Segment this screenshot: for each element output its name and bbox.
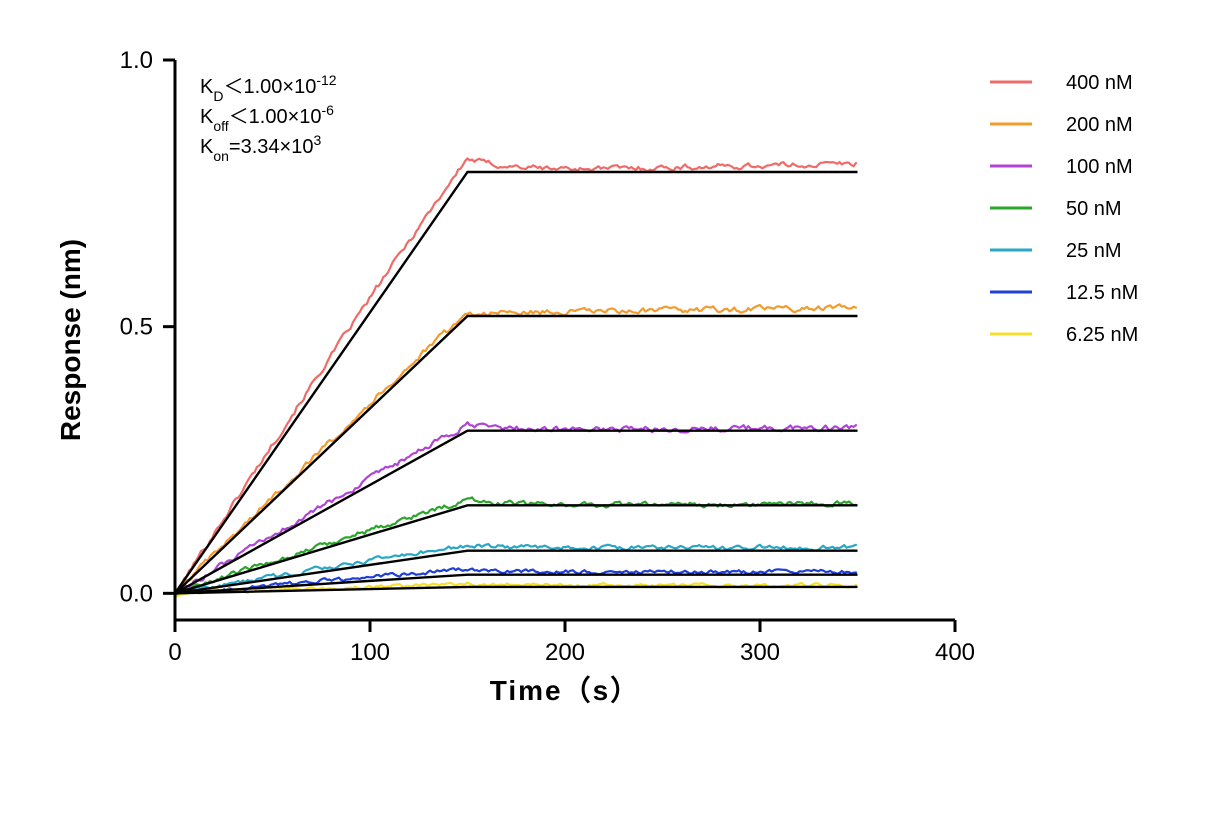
legend-label: 50 nM — [1066, 198, 1122, 220]
y-axis-label: Response (nm) — [55, 239, 86, 441]
legend-label: 200 nM — [1066, 114, 1133, 136]
x-tick-label: 100 — [350, 639, 390, 666]
x-tick-label: 200 — [545, 639, 585, 666]
x-axis-label: Time（s） — [490, 674, 640, 706]
legend-label: 12.5 nM — [1066, 282, 1138, 304]
x-tick-label: 300 — [740, 639, 780, 666]
chart-svg: 0 100 200 300 400 0.0 0.5 1.0 Time（s） Response (n… — [0, 0, 1218, 825]
y-tick-label: 0.5 — [120, 314, 153, 341]
x-tick-label: 400 — [935, 639, 975, 666]
kinetics-chart: 0 100 200 300 400 0.0 0.5 1.0 Time（s） Response (n… — [0, 0, 1218, 825]
y-tick-label: 0.0 — [120, 580, 153, 607]
x-tick-label: 0 — [168, 639, 181, 666]
legend-label: 100 nM — [1066, 156, 1133, 178]
legend-label: 25 nM — [1066, 240, 1122, 262]
y-tick-label: 1.0 — [120, 47, 153, 74]
legend-label: 400 nM — [1066, 72, 1133, 94]
legend-label: 6.25 nM — [1066, 324, 1138, 346]
